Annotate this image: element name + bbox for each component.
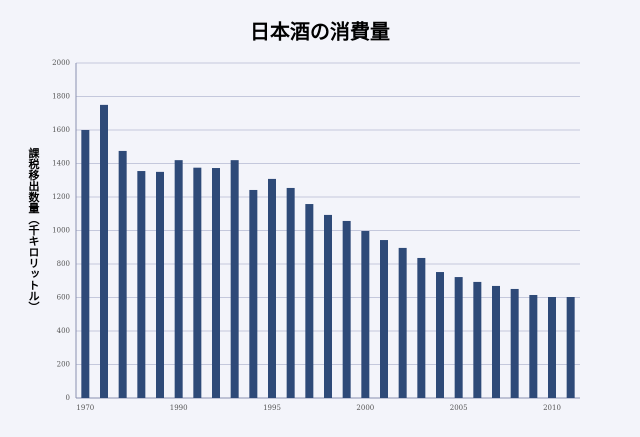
bar (100, 104, 108, 398)
y-tick-label: 0 (66, 394, 70, 402)
bar (454, 277, 463, 398)
bar (212, 168, 220, 398)
y-tick-label: 1800 (52, 93, 70, 101)
bar (342, 220, 351, 398)
bar (156, 171, 164, 398)
bar (286, 187, 295, 398)
y-axis-label: 課税移出数量（千キロリットル） (27, 146, 41, 312)
bar (436, 272, 444, 398)
bar (324, 214, 332, 398)
y-tick-label: 200 (57, 361, 70, 369)
bar (492, 285, 500, 398)
y-tick-label: 1600 (52, 126, 70, 134)
bar (118, 150, 127, 398)
bar (361, 231, 370, 398)
bar (174, 160, 183, 398)
bar (398, 247, 407, 398)
bar (193, 167, 202, 398)
bar (81, 130, 90, 398)
bar (566, 296, 575, 398)
bar (305, 204, 314, 398)
bar (249, 189, 258, 398)
x-tick-label: 2000 (356, 404, 374, 412)
y-tick-label: 1400 (52, 160, 70, 168)
y-tick-label: 600 (57, 294, 70, 302)
bar (417, 257, 426, 398)
bar (510, 288, 519, 398)
bar (268, 178, 276, 398)
bar (137, 171, 146, 398)
y-tick-label: 1000 (52, 227, 70, 235)
y-tick-label: 800 (57, 260, 70, 268)
x-tick-label: 1990 (170, 404, 188, 412)
x-tick-label: 1970 (76, 404, 94, 412)
y-tick-label: 1200 (52, 193, 70, 201)
bar (548, 296, 556, 398)
bar (380, 240, 388, 398)
bar (529, 294, 538, 398)
x-tick-label: 2005 (450, 404, 468, 412)
y-tick-label: 2000 (52, 59, 70, 67)
bar (230, 160, 239, 398)
chart-title: 日本酒の消費量 (250, 20, 390, 44)
x-tick-label: 2010 (543, 404, 561, 412)
y-tick-label: 400 (57, 327, 70, 335)
bar (473, 281, 482, 398)
x-tick-label: 1995 (263, 404, 281, 412)
